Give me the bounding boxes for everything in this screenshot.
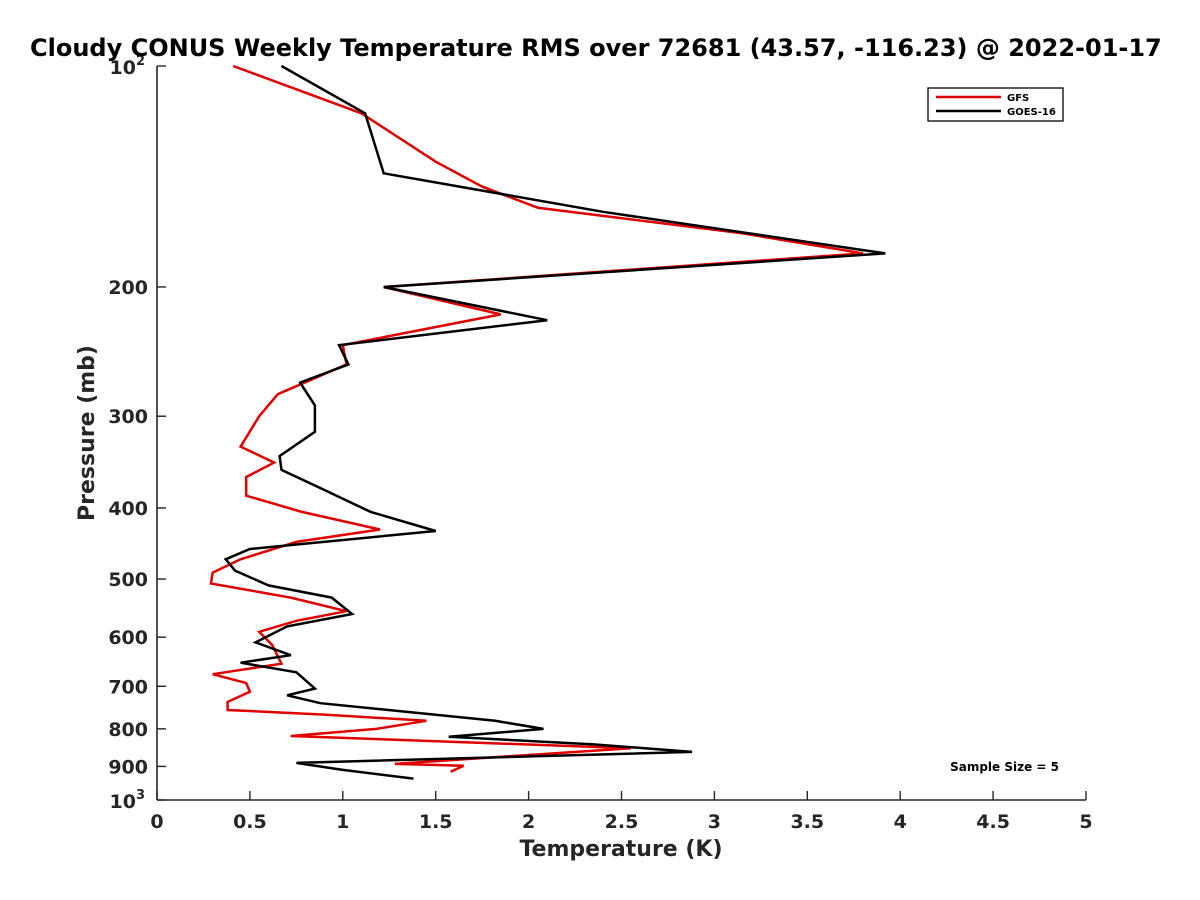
legend-label-goes-16: GOES-16: [1007, 107, 1056, 118]
x-tick-label: 1.5: [419, 811, 453, 833]
y-tick-label: 800: [108, 719, 148, 741]
x-tick-label: 2: [522, 811, 535, 833]
chart-title: Cloudy CONUS Weekly Temperature RMS over…: [30, 34, 1162, 62]
y-tick-label: 200: [108, 277, 148, 299]
x-axis-label: Temperature (K): [519, 837, 722, 862]
legend-label-gfs: GFS: [1007, 93, 1029, 104]
y-tick-label: 300: [108, 406, 148, 428]
y-tick-label: 102: [110, 54, 146, 79]
y-tick-label: 500: [108, 569, 148, 591]
x-tick-label: 3: [708, 811, 721, 833]
x-tick-label: 4: [894, 811, 907, 833]
y-axis-label: Pressure (mb): [75, 345, 100, 521]
x-tick-label: 4.5: [976, 811, 1010, 833]
x-tick-label: 1: [336, 811, 349, 833]
legend-box: [927, 87, 1064, 122]
x-tick-label: 3.5: [790, 811, 824, 833]
y-tick-label: 700: [108, 676, 148, 698]
plot-area: [209, 64, 886, 780]
axes: 0 0.5 1 1.5 2 2.5 3 3.5 4 4.5 5 102 103 200 300 400 500 6…: [108, 54, 1092, 833]
x-tick-label: 5: [1079, 811, 1092, 833]
legend: GFS GOES-16: [927, 87, 1064, 122]
y-tick-label: 103: [110, 788, 146, 813]
y-tick-label: 400: [108, 498, 148, 520]
series-line-gfs: [209, 64, 864, 773]
y-tick-label: 600: [108, 627, 148, 649]
series-line-goes-16: [223, 64, 886, 780]
sample-size-annotation: Sample Size = 5: [950, 760, 1059, 774]
y-tick-label: 900: [108, 756, 148, 778]
x-tick-label: 2.5: [605, 811, 639, 833]
x-tick-label: 0: [150, 811, 163, 833]
x-tick-label: 0.5: [233, 811, 267, 833]
